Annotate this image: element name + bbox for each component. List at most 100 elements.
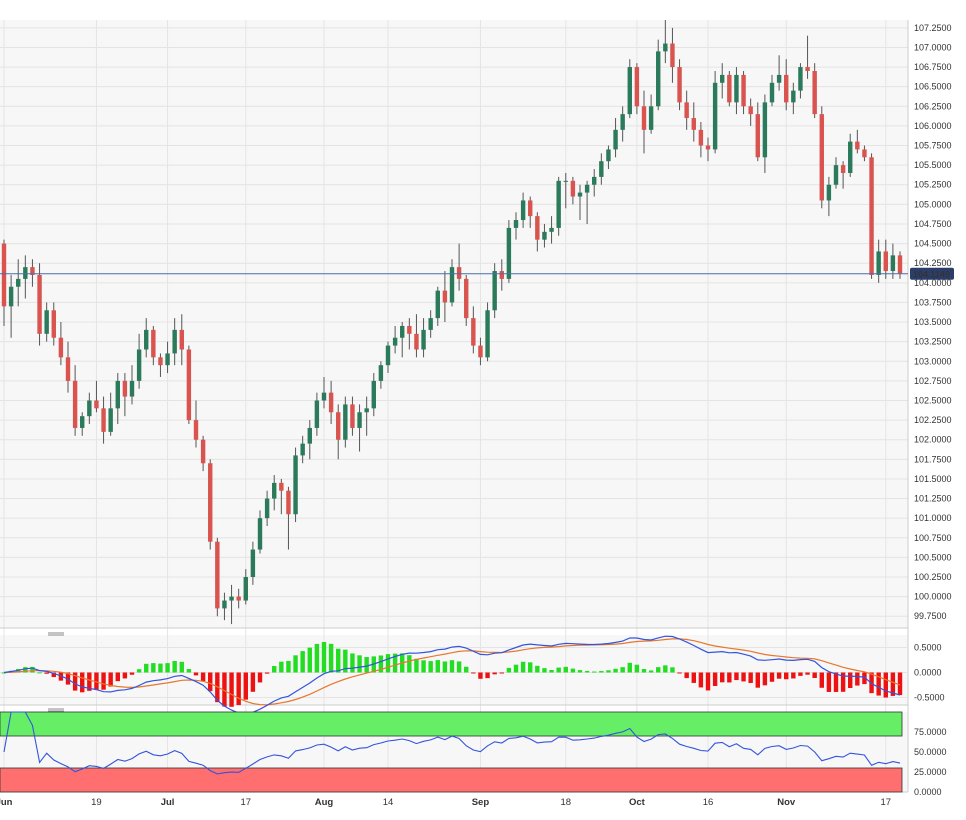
macd-histogram-bar	[698, 672, 704, 688]
candle-body	[456, 267, 462, 279]
macd-histogram-bar	[357, 655, 362, 673]
macd-histogram-bar	[222, 672, 227, 707]
candle-body	[72, 380, 78, 428]
candle-body	[1, 243, 7, 307]
price-panel-bg	[0, 20, 908, 628]
candle-body	[513, 220, 519, 228]
candle-body	[492, 271, 497, 311]
macd-histogram-bar	[428, 661, 433, 673]
candle-body	[307, 427, 312, 444]
candle-body	[442, 290, 448, 303]
candle-body	[705, 145, 711, 150]
candle-body	[734, 74, 739, 103]
candle-body	[172, 329, 177, 354]
time-tick-label: 17	[240, 797, 251, 808]
candle-body	[400, 325, 405, 338]
candle-body	[748, 106, 753, 115]
price-tick-label: 100.0000	[914, 592, 952, 602]
macd-histogram-bar	[535, 665, 540, 673]
price-panel	[0, 20, 908, 625]
macd-histogram-bar	[897, 672, 903, 696]
macd-histogram-bar	[634, 664, 640, 673]
macd-histogram-bar	[350, 653, 355, 673]
macd-line	[3, 635, 901, 715]
macd-histogram-bar	[72, 672, 78, 691]
price-tick-label: 100.2500	[914, 572, 952, 582]
candle-body	[720, 74, 725, 83]
macd-histogram-bar	[677, 672, 682, 674]
candle-body	[30, 267, 35, 275]
candle-body	[321, 392, 327, 401]
candle-body	[101, 408, 106, 432]
price-tick-label: 105.2500	[914, 180, 952, 190]
candle-body	[464, 278, 469, 319]
macd-histogram-bar	[606, 670, 611, 673]
candle-body	[208, 463, 213, 542]
price-tick-label: 102.7500	[914, 376, 952, 386]
macd-histogram-bar	[812, 672, 817, 679]
macd-histogram-bar	[364, 657, 369, 673]
candle-body	[165, 353, 170, 366]
macd-histogram-bar	[641, 669, 647, 673]
candle-body	[250, 549, 256, 578]
candle-body	[16, 278, 21, 287]
candle-body	[144, 329, 149, 350]
candle-body	[776, 74, 782, 83]
candle-body	[798, 67, 803, 91]
price-tick-label: 105.5000	[914, 160, 952, 170]
macd-histogram-bar	[499, 672, 504, 674]
price-tick-label: 101.0000	[914, 513, 952, 523]
candle-body	[641, 106, 647, 130]
price-tick-label: 100.7500	[914, 533, 952, 543]
macd-histogram-bar	[620, 667, 625, 673]
candle-body	[577, 192, 583, 197]
candle-body	[314, 400, 320, 428]
candle-body	[371, 380, 376, 409]
candle-body	[620, 114, 625, 130]
candle-body	[8, 286, 14, 307]
candle-body	[584, 184, 590, 193]
macd-histogram-bar	[542, 668, 547, 673]
candle-body	[229, 596, 234, 601]
price-tick-label: 104.2500	[914, 258, 952, 268]
candle-body	[65, 357, 71, 381]
candle-body	[350, 404, 355, 428]
macd-histogram-bar	[684, 672, 689, 679]
candle-body	[606, 149, 611, 162]
macd-histogram-bar	[577, 670, 583, 673]
candle-body	[151, 329, 156, 358]
macd-histogram-bar	[300, 651, 305, 673]
macd-histogram-bar	[30, 666, 35, 673]
macd-histogram-bar	[720, 672, 725, 683]
current-price-badge	[910, 267, 954, 280]
rsi-line	[3, 711, 901, 775]
candle-body	[236, 596, 241, 601]
macd-histogram-bar	[136, 669, 142, 673]
macd-histogram-bar	[385, 654, 391, 673]
candle-body	[670, 43, 675, 68]
macd-panel	[1, 635, 903, 715]
candle-body	[634, 67, 640, 107]
macd-histogram-bar	[506, 667, 512, 673]
candle-body	[691, 118, 696, 130]
macd-histogram-bar	[727, 672, 732, 683]
candle-body	[200, 439, 206, 464]
price-tick-label: 106.2500	[914, 101, 952, 111]
macd-histogram-bar	[435, 660, 440, 673]
macd-histogram-bar	[755, 672, 760, 688]
candle-body	[108, 408, 113, 432]
candle-body	[812, 70, 817, 115]
macd-histogram-bar	[784, 672, 789, 680]
macd-histogram-bar	[791, 672, 796, 679]
macd-histogram-bar	[250, 672, 256, 692]
price-axis: 107.2500 107.0000 106.7500 106.5000 106.2500…	[910, 23, 954, 797]
macd-histogram-bar	[712, 672, 718, 686]
macd-histogram-bar	[307, 647, 312, 673]
candle-body	[328, 392, 334, 413]
macd-histogram-bar	[762, 672, 768, 686]
macd-histogram-bar	[186, 669, 192, 673]
price-tick-label: 99.7500	[914, 611, 947, 621]
candle-body	[428, 318, 433, 330]
candle-body	[193, 420, 199, 440]
macd-histogram-bar	[286, 660, 291, 673]
